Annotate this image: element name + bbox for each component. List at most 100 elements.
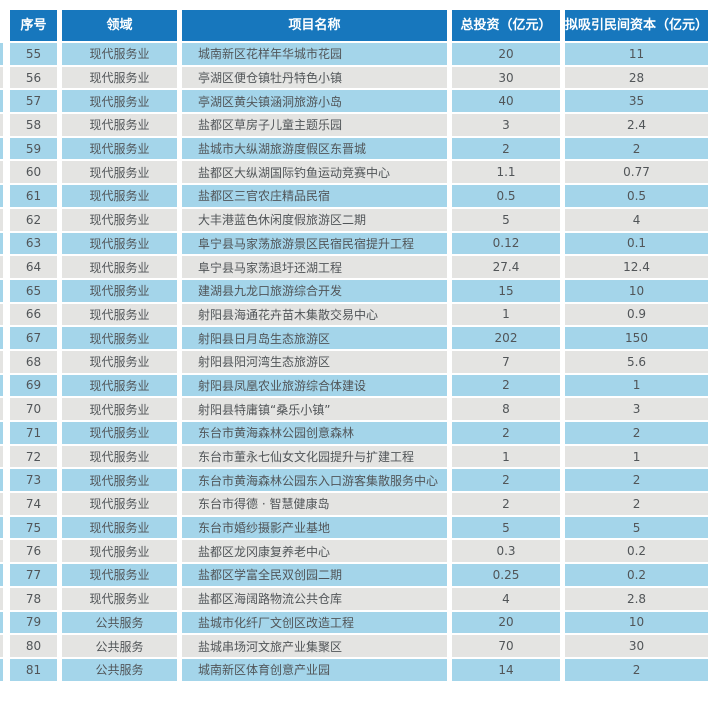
cell-project-name: 阜宁县马家荡旅游景区民宿民宿提升工程 [182,232,447,255]
cell-field: 现代服务业 [62,256,177,278]
cell-no: 64 [10,256,57,278]
left-edge-sliver [0,279,3,302]
cell-investment: 30 [452,66,560,89]
cell-private-capital: 2 [565,493,709,515]
cell-private-capital: 1 [565,374,709,397]
cell-investment: 2 [452,374,560,397]
cell-investment: 202 [452,327,560,349]
cell-no: 78 [10,587,57,610]
cell-no: 72 [10,445,57,468]
cell-investment: 1.1 [452,161,560,184]
cell-investment: 0.5 [452,185,560,207]
cell-private-capital: 12.4 [565,256,709,278]
left-edge-sliver [0,469,3,492]
cell-no: 81 [10,658,57,681]
cell-private-capital: 1 [565,445,709,468]
cell-field: 公共服务 [62,611,177,634]
cell-project-name: 盐都区三官农庄精品民宿 [182,185,447,207]
cell-investment: 2 [452,493,560,515]
cell-no: 76 [10,540,57,563]
cell-project-name: 盐都区龙冈康复养老中心 [182,540,447,563]
cell-project-name: 东台市得德 · 智慧健康岛 [182,493,447,515]
cell-private-capital: 35 [565,90,709,113]
cell-field: 现代服务业 [62,516,177,539]
table-row: 59 现代服务业 盐城市大纵湖旅游度假区东晋城 2 2 [10,137,709,160]
cell-no: 74 [10,493,57,515]
cell-project-name: 城南新区花样年华城市花园 [182,43,447,65]
table-row: 61 现代服务业 盐都区三官农庄精品民宿 0.5 0.5 [10,185,709,207]
cell-project-name: 建湖县九龙口旅游综合开发 [182,279,447,302]
cell-field: 现代服务业 [62,303,177,326]
table-row: 70 现代服务业 射阳县特庸镇“桑乐小镇” 8 3 [10,398,709,420]
cell-no: 60 [10,161,57,184]
cell-field: 公共服务 [62,658,177,681]
cell-field: 现代服务业 [62,185,177,207]
cell-project-name: 城南新区体育创意产业园 [182,658,447,681]
cell-private-capital: 30 [565,635,709,657]
left-edge-sliver [0,185,3,207]
projects-table: 序号 领域 项目名称 总投资（亿元） 拟吸引民间资本（亿元） 55 现代服务业 … [5,8,713,683]
cell-field: 现代服务业 [62,587,177,610]
cell-no: 58 [10,114,57,136]
left-edge-sliver [0,350,3,373]
cell-private-capital: 2 [565,658,709,681]
cell-investment: 27.4 [452,256,560,278]
header-row: 序号 领域 项目名称 总投资（亿元） 拟吸引民间资本（亿元） [10,10,709,41]
table-row: 71 现代服务业 东台市黄海森林公园创意森林 2 2 [10,422,709,444]
cell-investment: 4 [452,587,560,610]
left-edge-sliver [0,43,3,65]
cell-no: 75 [10,516,57,539]
cell-project-name: 射阳县特庸镇“桑乐小镇” [182,398,447,420]
cell-field: 公共服务 [62,635,177,657]
table-row: 69 现代服务业 射阳县凤凰农业旅游综合体建设 2 1 [10,374,709,397]
cell-private-capital: 11 [565,43,709,65]
table-row: 80 公共服务 盐城串场河文旅产业集聚区 70 30 [10,635,709,657]
cell-investment: 14 [452,658,560,681]
cell-project-name: 盐都区大纵湖国际钓鱼运动竞赛中心 [182,161,447,184]
cell-investment: 70 [452,635,560,657]
table-row: 77 现代服务业 盐都区学富全民双创园二期 0.25 0.2 [10,564,709,586]
cell-no: 61 [10,185,57,207]
cell-investment: 40 [452,90,560,113]
cell-no: 68 [10,350,57,373]
cell-no: 70 [10,398,57,420]
left-edge-sliver [0,587,3,610]
cell-private-capital: 0.9 [565,303,709,326]
table-row: 58 现代服务业 盐都区草房子儿童主题乐园 3 2.4 [10,114,709,136]
cell-field: 现代服务业 [62,66,177,89]
cell-no: 67 [10,327,57,349]
table-row: 74 现代服务业 东台市得德 · 智慧健康岛 2 2 [10,493,709,515]
cell-no: 73 [10,469,57,492]
header-no: 序号 [10,10,57,41]
cell-private-capital: 3 [565,398,709,420]
left-edge-sliver [0,398,3,420]
cell-project-name: 盐都区草房子儿童主题乐园 [182,114,447,136]
cell-project-name: 射阳县日月岛生态旅游区 [182,327,447,349]
cell-investment: 7 [452,350,560,373]
cell-field: 现代服务业 [62,90,177,113]
cell-private-capital: 0.1 [565,232,709,255]
table-row: 56 现代服务业 亭湖区便仓镇牡丹特色小镇 30 28 [10,66,709,89]
cell-no: 69 [10,374,57,397]
cell-investment: 2 [452,422,560,444]
cell-project-name: 盐都区学富全民双创园二期 [182,564,447,586]
cell-private-capital: 2 [565,137,709,160]
left-edge-sliver [0,327,3,349]
table-row: 78 现代服务业 盐都区海阔路物流公共仓库 4 2.8 [10,587,709,610]
table-row: 72 现代服务业 东台市董永七仙女文化园提升与扩建工程 1 1 [10,445,709,468]
cell-investment: 20 [452,611,560,634]
cell-private-capital: 0.2 [565,540,709,563]
cell-no: 56 [10,66,57,89]
cell-field: 现代服务业 [62,114,177,136]
cell-private-capital: 2.8 [565,587,709,610]
header-field: 领域 [62,10,177,41]
table-row: 57 现代服务业 亭湖区黄尖镇涵洞旅游小岛 40 35 [10,90,709,113]
cell-project-name: 东台市黄海森林公园创意森林 [182,422,447,444]
table-header: 序号 领域 项目名称 总投资（亿元） 拟吸引民间资本（亿元） [10,10,709,41]
cell-private-capital: 2 [565,422,709,444]
header-private-capital: 拟吸引民间资本（亿元） [565,10,709,41]
cell-private-capital: 150 [565,327,709,349]
cell-private-capital: 2.4 [565,114,709,136]
cell-project-name: 大丰港蓝色休闲度假旅游区二期 [182,208,447,231]
cell-investment: 0.3 [452,540,560,563]
